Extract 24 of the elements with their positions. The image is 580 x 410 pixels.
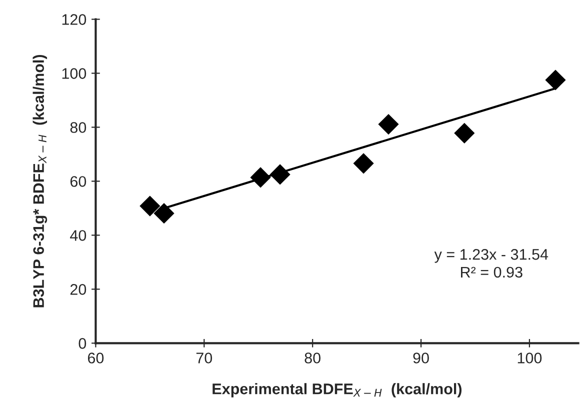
point (140, 196, 160, 216)
x-tick-label: 80 (304, 352, 320, 364)
y-axis-title: B3LYP 6-31g* BDFE$_{X−H}$ (kcal/mol) (32, 54, 48, 308)
point (378, 114, 399, 135)
y-tick-label: 120 (62, 14, 86, 25)
point (353, 153, 374, 174)
point (250, 167, 271, 188)
y-tick-label: 20 (70, 284, 86, 295)
x-tick-label: 70 (196, 352, 212, 364)
x-axis-title: Experimental BDFE$_{X−H}$ (kcal/mol) (212, 383, 462, 398)
point (545, 70, 566, 90)
x-tick-label: 90 (413, 352, 429, 364)
y-tick-label: 0 (78, 338, 86, 349)
annotation: y = 1.23x - 31.54 (434, 249, 548, 263)
point (454, 122, 475, 144)
y-tick-label: 40 (70, 230, 86, 241)
x-tick-label: 60 (88, 352, 104, 364)
y-tick-label: 60 (70, 176, 86, 187)
point (154, 203, 174, 224)
y-tick-label: 80 (70, 122, 86, 133)
point (270, 164, 290, 185)
x-tick-label: 100 (518, 352, 542, 364)
y-tick-label: 100 (62, 68, 86, 79)
annotation: R² = 0.93 (461, 266, 522, 278)
